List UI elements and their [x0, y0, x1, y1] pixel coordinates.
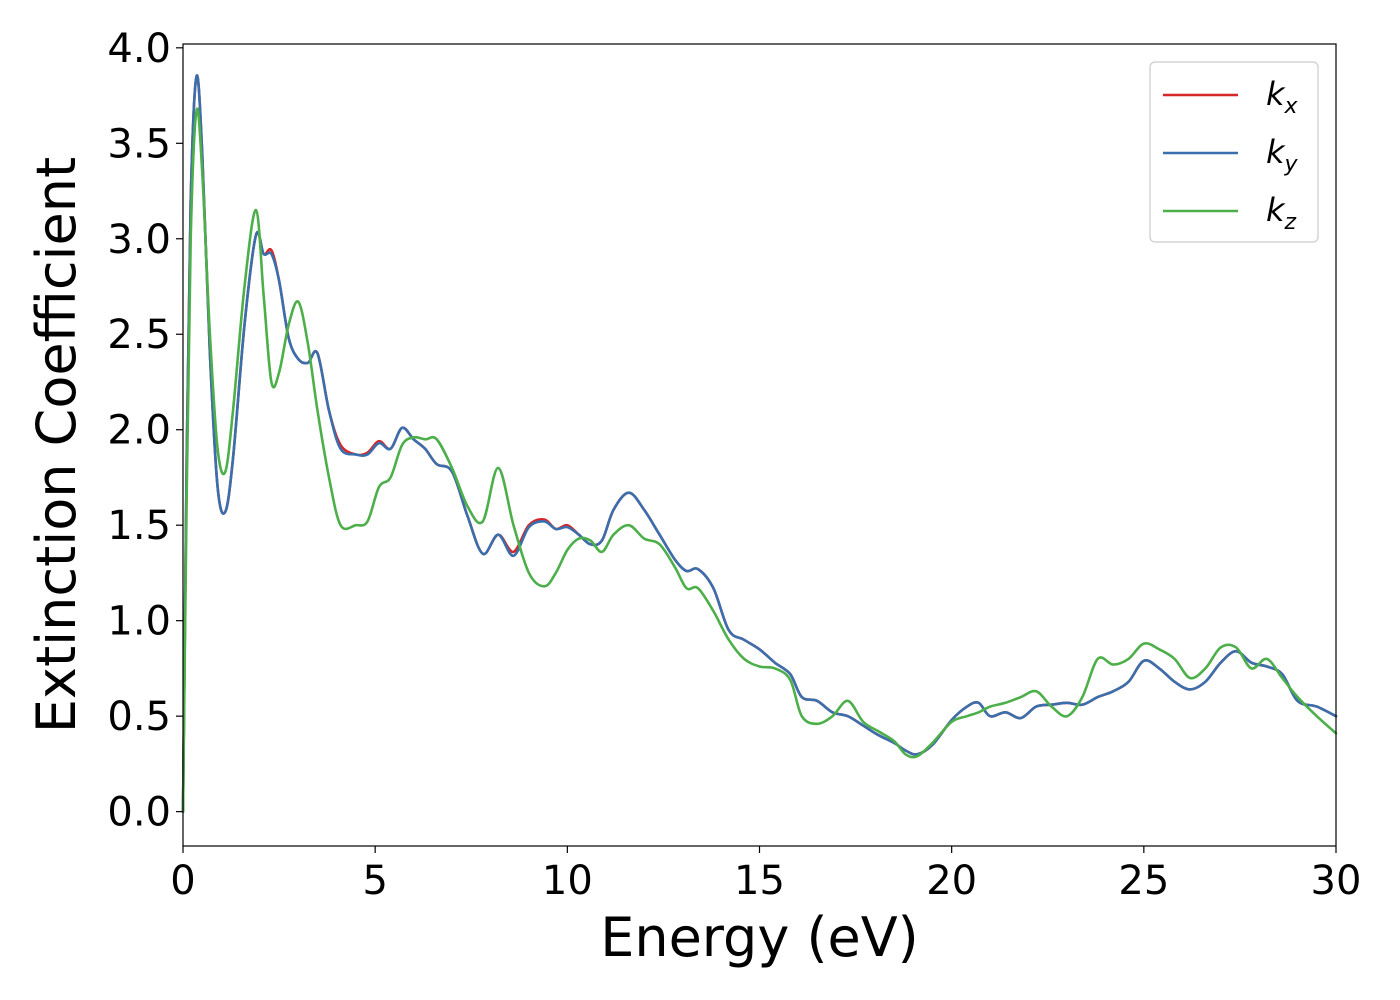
legend-label-subscript: x — [1284, 94, 1299, 119]
y-axis-label: Extinction Coefficient — [25, 157, 88, 733]
legend-label-x: kx — [1266, 75, 1299, 119]
y-tick-label: 3.5 — [107, 121, 171, 167]
y-tick-label: 2.0 — [107, 408, 171, 454]
x-axis-ticks: 0 5 10 15 20 25 30 — [170, 846, 1361, 904]
legend-label-main: k — [1266, 133, 1286, 171]
y-axis-ticks: 0.0 0.5 1.0 1.5 2.0 2.5 3.0 3.5 4.0 — [107, 26, 183, 836]
series-line-y — [181, 74, 1338, 813]
legend-label-y: ky — [1266, 133, 1299, 177]
series-layer — [181, 74, 1338, 813]
legend-label-subscript: y — [1284, 152, 1299, 177]
x-tick-label: 30 — [1311, 858, 1362, 904]
legend-label-main: k — [1266, 191, 1286, 229]
x-axis-label: Energy (eV) — [600, 906, 919, 969]
y-tick-label: 1.5 — [107, 503, 171, 549]
x-tick-label: 0 — [170, 858, 195, 904]
x-tick-label: 5 — [362, 858, 387, 904]
y-tick-label: 0.0 — [107, 790, 171, 836]
x-tick-label: 10 — [542, 858, 593, 904]
y-tick-label: 1.0 — [107, 599, 171, 645]
legend-label-subscript: z — [1284, 210, 1297, 235]
legend-label-z: kz — [1266, 191, 1297, 235]
series-line-z — [181, 107, 1338, 813]
y-tick-label: 3.0 — [107, 217, 171, 263]
x-tick-label: 15 — [734, 858, 785, 904]
x-tick-label: 25 — [1118, 858, 1169, 904]
y-tick-label: 2.5 — [107, 312, 171, 358]
x-tick-label: 20 — [926, 858, 977, 904]
y-tick-label: 0.5 — [107, 694, 171, 740]
y-tick-label: 4.0 — [107, 26, 171, 72]
legend-label-main: k — [1266, 75, 1286, 113]
